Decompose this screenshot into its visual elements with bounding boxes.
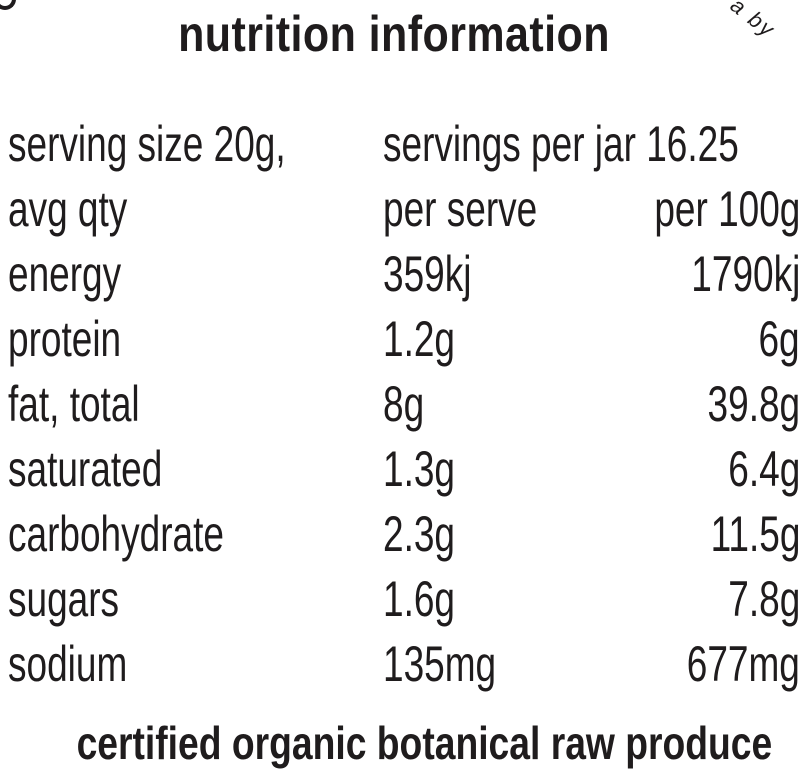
per-serve-value: 1.6g	[383, 571, 456, 627]
table-row: energy 359kj 1790kj	[8, 242, 800, 307]
table-header-row: avg qty per serve per 100g	[8, 177, 800, 242]
per-100g-value: 6g	[758, 311, 800, 367]
per-100g-value: 677mg	[686, 636, 800, 692]
page-title: nutrition information	[178, 6, 610, 62]
per-serve-value: 1.3g	[383, 441, 456, 497]
per-serve-value: 135mg	[383, 636, 497, 692]
per-serve-value: 2.3g	[383, 506, 456, 562]
header-per-serve: per serve	[383, 181, 538, 237]
per-serve-value: 8g	[383, 376, 425, 432]
curved-text-fragment-left	[0, 0, 16, 10]
per-100g-value: 1790kj	[690, 246, 800, 302]
per-serve-value: 359kj	[383, 246, 472, 302]
servings-per-jar: servings per jar 16.25	[383, 116, 739, 172]
table-row: carbohydrate 2.3g 11.5g	[8, 502, 800, 567]
nutrition-table: serving size 20g, servings per jar 16.25…	[8, 112, 800, 697]
per-serve-value: 1.2g	[383, 311, 456, 367]
table-row: protein 1.2g 6g	[8, 307, 800, 372]
nutrient-name: protein	[8, 311, 122, 367]
per-100g-value: 7.8g	[727, 571, 800, 627]
table-row: sugars 1.6g 7.8g	[8, 567, 800, 632]
serving-row: serving size 20g, servings per jar 16.25	[8, 112, 800, 177]
certification-footer: certified organic botanical raw produce	[76, 717, 773, 769]
per-100g-value: 6.4g	[727, 441, 800, 497]
nutrient-name: carbohydrate	[8, 506, 224, 562]
serving-size: serving size 20g,	[8, 116, 286, 172]
nutrient-name: fat, total	[8, 376, 140, 432]
header-avg-qty: avg qty	[8, 181, 128, 237]
per-100g-value: 11.5g	[710, 506, 800, 562]
per-100g-value: 39.8g	[707, 376, 800, 432]
nutrient-name: sugars	[8, 571, 120, 627]
table-row: saturated 1.3g 6.4g	[8, 437, 800, 502]
nutrient-name: energy	[8, 246, 122, 302]
nutrient-name: saturated	[8, 441, 163, 497]
header-per-100g: per 100g	[653, 181, 800, 237]
nutrient-name: sodium	[8, 636, 128, 692]
table-row: sodium 135mg 677mg	[8, 632, 800, 697]
table-row: fat, total 8g 39.8g	[8, 372, 800, 437]
